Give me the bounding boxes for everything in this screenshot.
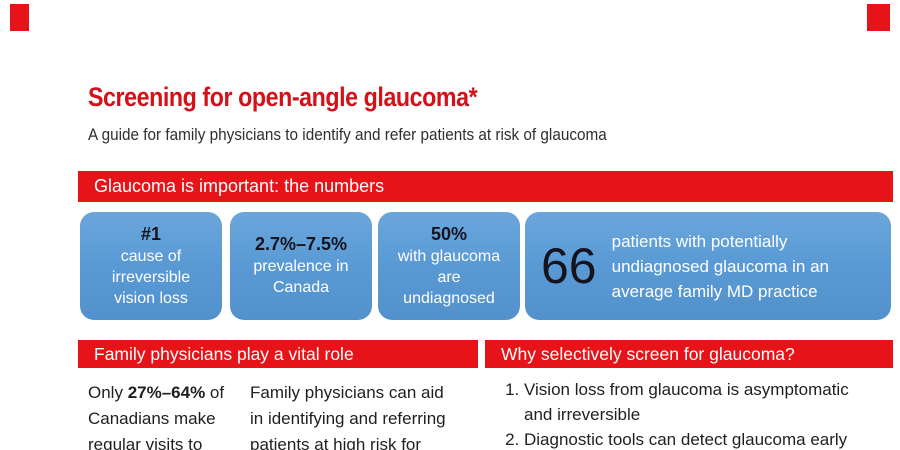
role-column-visits: Only 27%–64% of Canadians make regular v… [88, 380, 258, 450]
page-title: Screening for open-angle glaucoma* [88, 82, 478, 112]
role-col1-line2: Canadians make [88, 409, 216, 428]
stat-card-prevalence: 2.7%–7.5% prevalence in Canada [230, 212, 372, 320]
big-stat-number: 66 [541, 238, 597, 294]
role-col1-line3: regular visits to [88, 435, 203, 450]
stat-headline: 2.7%–7.5% [254, 234, 348, 254]
screening-list: Vision loss from glaucoma is asymptomati… [500, 377, 886, 450]
stat-body: prevalence in Canada [253, 258, 349, 296]
screening-banner: Why selectively screen for glaucoma? [485, 340, 893, 368]
role-banner: Family physicians play a vital role [78, 340, 478, 368]
stat-card-undiagnosed: 50% with glaucoma are undiagnosed [378, 212, 520, 320]
page-subtitle: A guide for family physicians to identif… [88, 125, 607, 144]
role-col1-line1-post: of [205, 383, 225, 402]
stat-card-practice: 66 patients with potentially undiagnosed… [525, 212, 891, 320]
screening-list-item: Diagnostic tools can detect glaucoma ear… [524, 427, 886, 450]
stat-card-rank: #1 cause of irreversible vision loss [80, 212, 222, 320]
big-stat-text: patients with potentially undiagnosed gl… [611, 231, 830, 301]
screening-list-item: Vision loss from glaucoma is asymptomati… [524, 377, 886, 427]
stat-headline: 50% [430, 223, 468, 244]
corner-mark-right [867, 4, 890, 31]
corner-mark-left [10, 4, 29, 31]
numbers-banner: Glaucoma is important: the numbers [78, 171, 893, 202]
role-col1-line1-bold: 27%–64% [127, 383, 206, 402]
stat-body: with glaucoma are undiagnosed [397, 247, 501, 307]
role-col1-line1: Only 27%–64% of [88, 380, 258, 406]
role-col1-line1-pre: Only [88, 383, 128, 402]
role-column-referral: Family physicians can aid in identifying… [250, 383, 446, 450]
stat-body: cause of irreversible vision loss [111, 247, 191, 307]
stat-headline: #1 [140, 223, 162, 244]
